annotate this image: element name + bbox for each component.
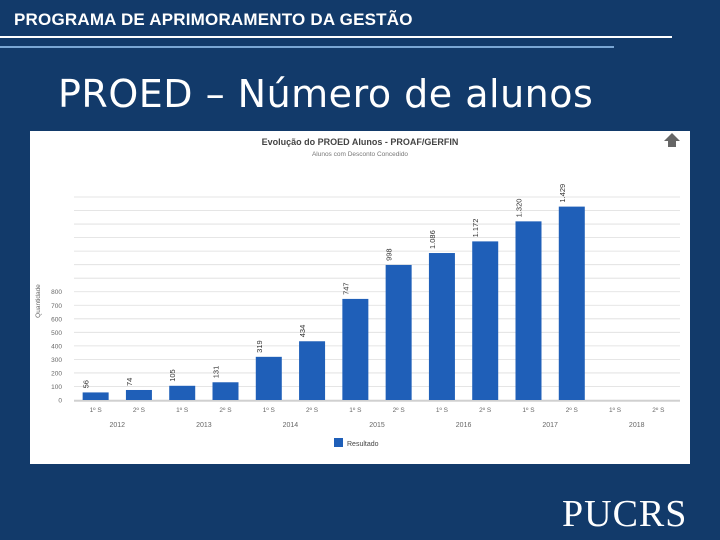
- program-title: PROGRAMA DE APRIMORAMENTO DA GESTÃO: [14, 10, 413, 29]
- x-tick-label: 1º S: [609, 407, 622, 414]
- x-tick-label: 1º S: [176, 407, 189, 414]
- header-rule-white: [0, 36, 672, 38]
- x-tick-label: 1º S: [522, 407, 535, 414]
- bar-value-label: 1.429: [558, 184, 567, 203]
- bar-value-label: 105: [168, 369, 177, 382]
- bar[interactable]: [212, 382, 239, 400]
- y-tick-label: 700: [51, 303, 62, 310]
- bar[interactable]: [255, 356, 282, 400]
- bar-chart: Evolução do PROED Alunos - PROAF/GERFIN …: [35, 133, 680, 448]
- bar-value-label: 998: [385, 248, 394, 261]
- bar[interactable]: [299, 341, 326, 400]
- bar[interactable]: [169, 385, 196, 400]
- bars: 56 74 105 131 319 434 747 998 1.086 1.172 1.320 1.4…: [82, 184, 585, 400]
- chart-panel: Evolução do PROED Alunos - PROAF/GERFIN …: [30, 131, 690, 464]
- header-bar: PROGRAMA DE APRIMORAMENTO DA GESTÃO: [0, 0, 720, 50]
- x-tick-label: 2º S: [219, 407, 232, 414]
- bar[interactable]: [125, 389, 152, 400]
- chart-title: Evolução do PROED Alunos - PROAF/GERFIN: [262, 137, 459, 147]
- legend-label[interactable]: Resultado: [347, 441, 379, 448]
- bar-value-label: 319: [255, 340, 264, 353]
- x-tick-label: 2º S: [306, 407, 319, 414]
- x-tick-label: 1º S: [90, 407, 103, 414]
- pucrs-logo: PUCRS: [562, 493, 688, 535]
- bar[interactable]: [82, 392, 109, 400]
- x-tick-label: 2º S: [652, 407, 665, 414]
- x-tick-label: 1º S: [436, 407, 449, 414]
- year-label: 2016: [456, 422, 472, 429]
- legend-swatch: [334, 438, 343, 447]
- y-tick-labels: 0 100 200 300 400 500 600 700 800: [51, 289, 62, 404]
- bar-value-label: 74: [125, 378, 134, 386]
- year-labels: 2012 2013 2014 2015 2016 2017 2018: [109, 422, 644, 429]
- bar[interactable]: [472, 241, 499, 400]
- bar[interactable]: [342, 298, 369, 400]
- x-tick-label: 2º S: [479, 407, 492, 414]
- year-label: 2013: [196, 422, 212, 429]
- bar[interactable]: [515, 221, 542, 400]
- bar-value-label: 1.172: [471, 219, 480, 238]
- bar[interactable]: [428, 253, 455, 400]
- legend[interactable]: Resultado: [334, 438, 379, 448]
- y-tick-label: 300: [51, 357, 62, 364]
- x-tick-label: 2º S: [393, 407, 406, 414]
- year-label: 2014: [283, 422, 299, 429]
- year-label: 2012: [109, 422, 125, 429]
- x-tick-label: 2º S: [133, 407, 146, 414]
- year-label: 2015: [369, 422, 385, 429]
- y-axis-label: Quantidade: [35, 284, 42, 318]
- x-tick-labels: 1º S 2º S 1º S 2º S 1º S 2º S 1º S 2º S 1º S 2º S…: [74, 400, 680, 414]
- y-tick-label: 600: [51, 316, 62, 323]
- y-tick-label: 400: [51, 343, 62, 350]
- bar-value-label: 131: [212, 366, 221, 379]
- bar-value-label: 56: [82, 380, 91, 388]
- x-tick-label: 2º S: [566, 407, 579, 414]
- export-menu-icon[interactable]: [664, 133, 680, 147]
- y-tick-label: 200: [51, 370, 62, 377]
- bar[interactable]: [558, 206, 585, 400]
- bar-value-label: 1.320: [515, 199, 524, 218]
- y-tick-label: 0: [58, 398, 62, 405]
- bar[interactable]: [385, 264, 412, 400]
- year-label: 2018: [629, 422, 645, 429]
- slide-title: PROED – Número de alunos: [58, 72, 594, 116]
- y-tick-label: 800: [51, 289, 62, 296]
- grid-lines: [74, 196, 680, 401]
- bar-value-label: 1.086: [428, 230, 437, 249]
- x-tick-label: 1º S: [263, 407, 276, 414]
- bar-value-label: 747: [341, 282, 350, 295]
- x-tick-label: 1º S: [349, 407, 362, 414]
- y-tick-label: 500: [51, 330, 62, 337]
- y-tick-label: 100: [51, 384, 62, 391]
- chart-subtitle: Alunos com Desconto Concedido: [312, 151, 408, 158]
- bar-value-label: 434: [298, 325, 307, 338]
- year-label: 2017: [542, 422, 558, 429]
- header-rule-blue: [0, 46, 614, 48]
